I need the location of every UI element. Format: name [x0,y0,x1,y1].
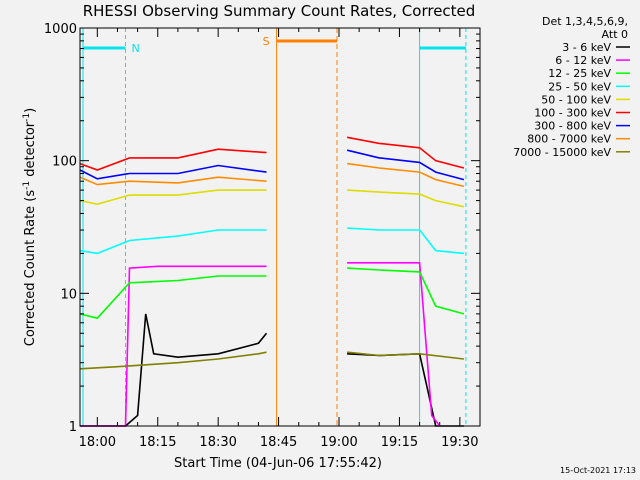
night-label: N [132,42,140,55]
x-axis-label: Start Time (04-Jun-06 17:55:42) [174,456,382,471]
legend-label: 100 - 300 keV [534,107,611,120]
x-tick-label: 18:30 [199,435,236,450]
legend-label: 12 - 25 keV [548,67,611,80]
legend-header-2: Att 0 [602,28,628,41]
x-tick-label: 18:45 [260,435,297,450]
plot-frame [79,27,481,427]
legend-label: 3 - 6 keV [562,41,611,54]
y-axis-label-sup1: -1 [22,181,32,190]
y-axis-label-sup2: -1 [22,113,32,122]
series-5 [79,136,465,171]
series-3 [79,227,464,255]
y-tick-label: 10 [60,287,77,302]
y-tick-label: 1000 [44,22,77,37]
chart-title: RHESSI Observing Summary Count Rates, Co… [83,2,476,20]
series-line [346,136,465,169]
y-axis: 1 10 100 1000 [44,22,480,435]
series-7 [79,162,465,188]
series-2 [79,267,465,320]
legend-label: 800 - 7000 keV [527,133,611,146]
series-line [79,189,267,206]
series-line [346,162,465,188]
series-line [79,351,267,370]
x-tick-label: 19:30 [441,435,478,450]
series-line [79,275,267,320]
series-4 [79,189,465,208]
y-tick-label: 1 [69,420,77,435]
legend-header-1: Det 1,3,4,5,6,9, [542,15,628,28]
series-line [347,189,465,208]
y-axis-label-mid: detector [23,121,38,181]
series-line [347,351,464,360]
series-line [347,227,464,255]
x-tick-label: 18:00 [79,435,116,450]
series-line [79,164,267,180]
series-line [347,261,441,427]
legend-label: 300 - 800 keV [534,120,611,133]
legend-label: 7000 - 15000 keV [513,146,611,159]
series-line [79,176,267,186]
x-tick-label: 18:15 [139,435,176,450]
series-6 [79,149,465,181]
x-axis: 18:00 18:15 18:30 18:45 19:00 19:15 19:30 [79,28,481,450]
footer-timestamp: 15-Oct-2021 17:13 [560,466,636,475]
y-tick-label: 100 [52,155,77,170]
y-axis-label: Corrected Count Rate (s-1 detector-1) [22,108,38,346]
legend-label: 6 - 12 keV [555,54,611,67]
series-8 [79,351,464,370]
saa-label: S [263,35,270,48]
y-axis-label-main: Corrected Count Rate (s [23,190,38,347]
y-axis-label-end: ) [23,108,38,113]
legend-label: 50 - 100 keV [541,93,611,106]
series-line [79,148,267,171]
legend-label: 25 - 50 keV [548,80,611,93]
series-line [79,229,267,255]
series-line [347,267,465,315]
series-line [80,313,268,427]
x-tick-label: 19:00 [320,435,357,450]
x-tick-label: 19:15 [381,435,418,450]
series-line [346,149,465,181]
